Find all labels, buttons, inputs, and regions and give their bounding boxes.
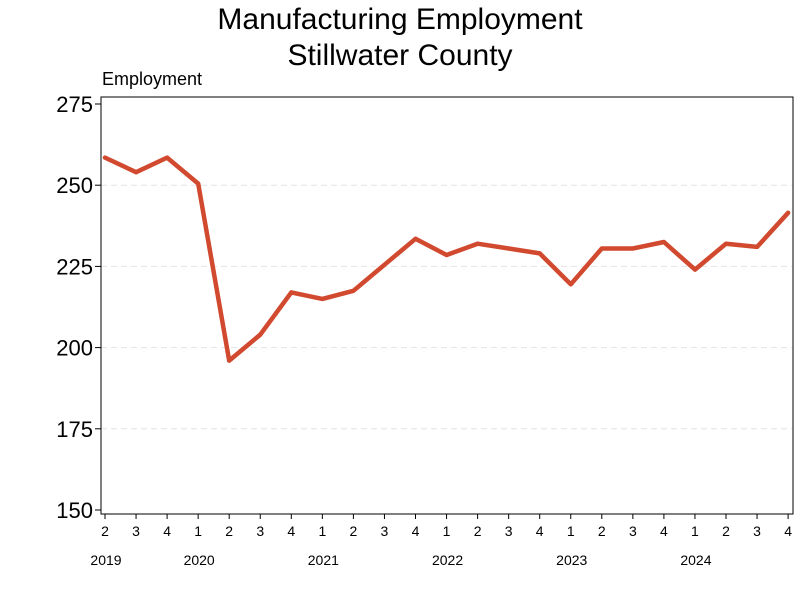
data-point (258, 332, 263, 337)
grid-lines (101, 184, 793, 430)
year-label: 2022 (432, 552, 463, 568)
x-tick-label: 4 (784, 523, 792, 539)
year-label: 2020 (184, 552, 215, 568)
y-tick-label: 175 (56, 417, 93, 442)
x-axis: 2 3 4 1 2 3 4 1 2 3 4 1 2 3 4 1 2 3 4 1 2 3 4 2019 2020 2021 2022 2… (90, 514, 792, 568)
y-tick-label: 150 (56, 498, 93, 523)
data-point (444, 253, 449, 258)
chart-title-line-1: Manufacturing Employment (217, 3, 583, 36)
x-tick-label: 2 (474, 523, 482, 539)
data-point (475, 241, 480, 246)
data-point (320, 296, 325, 301)
data-point (134, 170, 139, 175)
x-tick-label: 3 (505, 523, 513, 539)
chart-title: Manufacturing Employment Stillwater Coun… (0, 2, 800, 74)
data-point (196, 181, 201, 186)
data-point (227, 358, 232, 363)
data-point (413, 236, 418, 241)
x-tick-label: 3 (256, 523, 264, 539)
year-label: 2021 (308, 552, 339, 568)
data-point (506, 246, 511, 251)
x-tick-label: 1 (443, 523, 451, 539)
data-point (537, 251, 542, 256)
data-point (599, 246, 604, 251)
x-tick-label: 4 (660, 523, 668, 539)
x-tick-label: 3 (381, 523, 389, 539)
y-tick-label: 250 (56, 173, 93, 198)
year-label: 2024 (680, 552, 711, 568)
data-point (755, 244, 760, 249)
x-tick-label: 3 (132, 523, 140, 539)
data-point (630, 246, 635, 251)
x-tick-label: 1 (194, 523, 202, 539)
x-tick-label: 2 (722, 523, 730, 539)
data-point (289, 290, 294, 295)
x-tick-label: 1 (318, 523, 326, 539)
y-tick-label: 225 (56, 254, 93, 279)
data-point (165, 155, 170, 160)
data-point (692, 267, 697, 272)
x-tick-label: 4 (536, 523, 544, 539)
x-tick-label: 1 (691, 523, 699, 539)
chart-title-line-2: Stillwater County (287, 39, 513, 72)
x-tick-label: 4 (287, 523, 295, 539)
data-point (661, 240, 666, 245)
y-axis: 150 175 200 225 250 275 (56, 92, 101, 523)
data-point (724, 241, 728, 246)
x-tick-label: 2 (101, 523, 109, 539)
x-tick-label: 1 (567, 523, 575, 539)
y-axis-label: Employment (102, 69, 202, 89)
data-point (103, 155, 107, 160)
x-tick-label: 2 (350, 523, 358, 539)
data-point (382, 262, 387, 267)
y-tick-label: 275 (56, 92, 93, 117)
year-label: 2023 (556, 552, 587, 568)
data-point (351, 288, 356, 293)
x-tick-label: 4 (412, 523, 420, 539)
x-tick-label: 3 (753, 523, 761, 539)
series-line (102, 155, 791, 363)
y-tick-label: 200 (56, 336, 93, 361)
series-layer (102, 155, 791, 363)
plot-frame (100, 96, 794, 515)
x-tick-label: 4 (163, 523, 171, 539)
data-point (786, 210, 791, 215)
x-tick-label: 2 (598, 523, 606, 539)
x-tick-label: 2 (225, 523, 233, 539)
year-label: 2019 (90, 552, 121, 568)
x-tick-label: 3 (629, 523, 637, 539)
data-point (568, 282, 573, 287)
